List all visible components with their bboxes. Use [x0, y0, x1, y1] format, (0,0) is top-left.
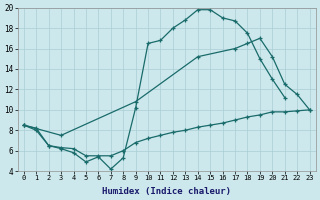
X-axis label: Humidex (Indice chaleur): Humidex (Indice chaleur) — [102, 187, 231, 196]
